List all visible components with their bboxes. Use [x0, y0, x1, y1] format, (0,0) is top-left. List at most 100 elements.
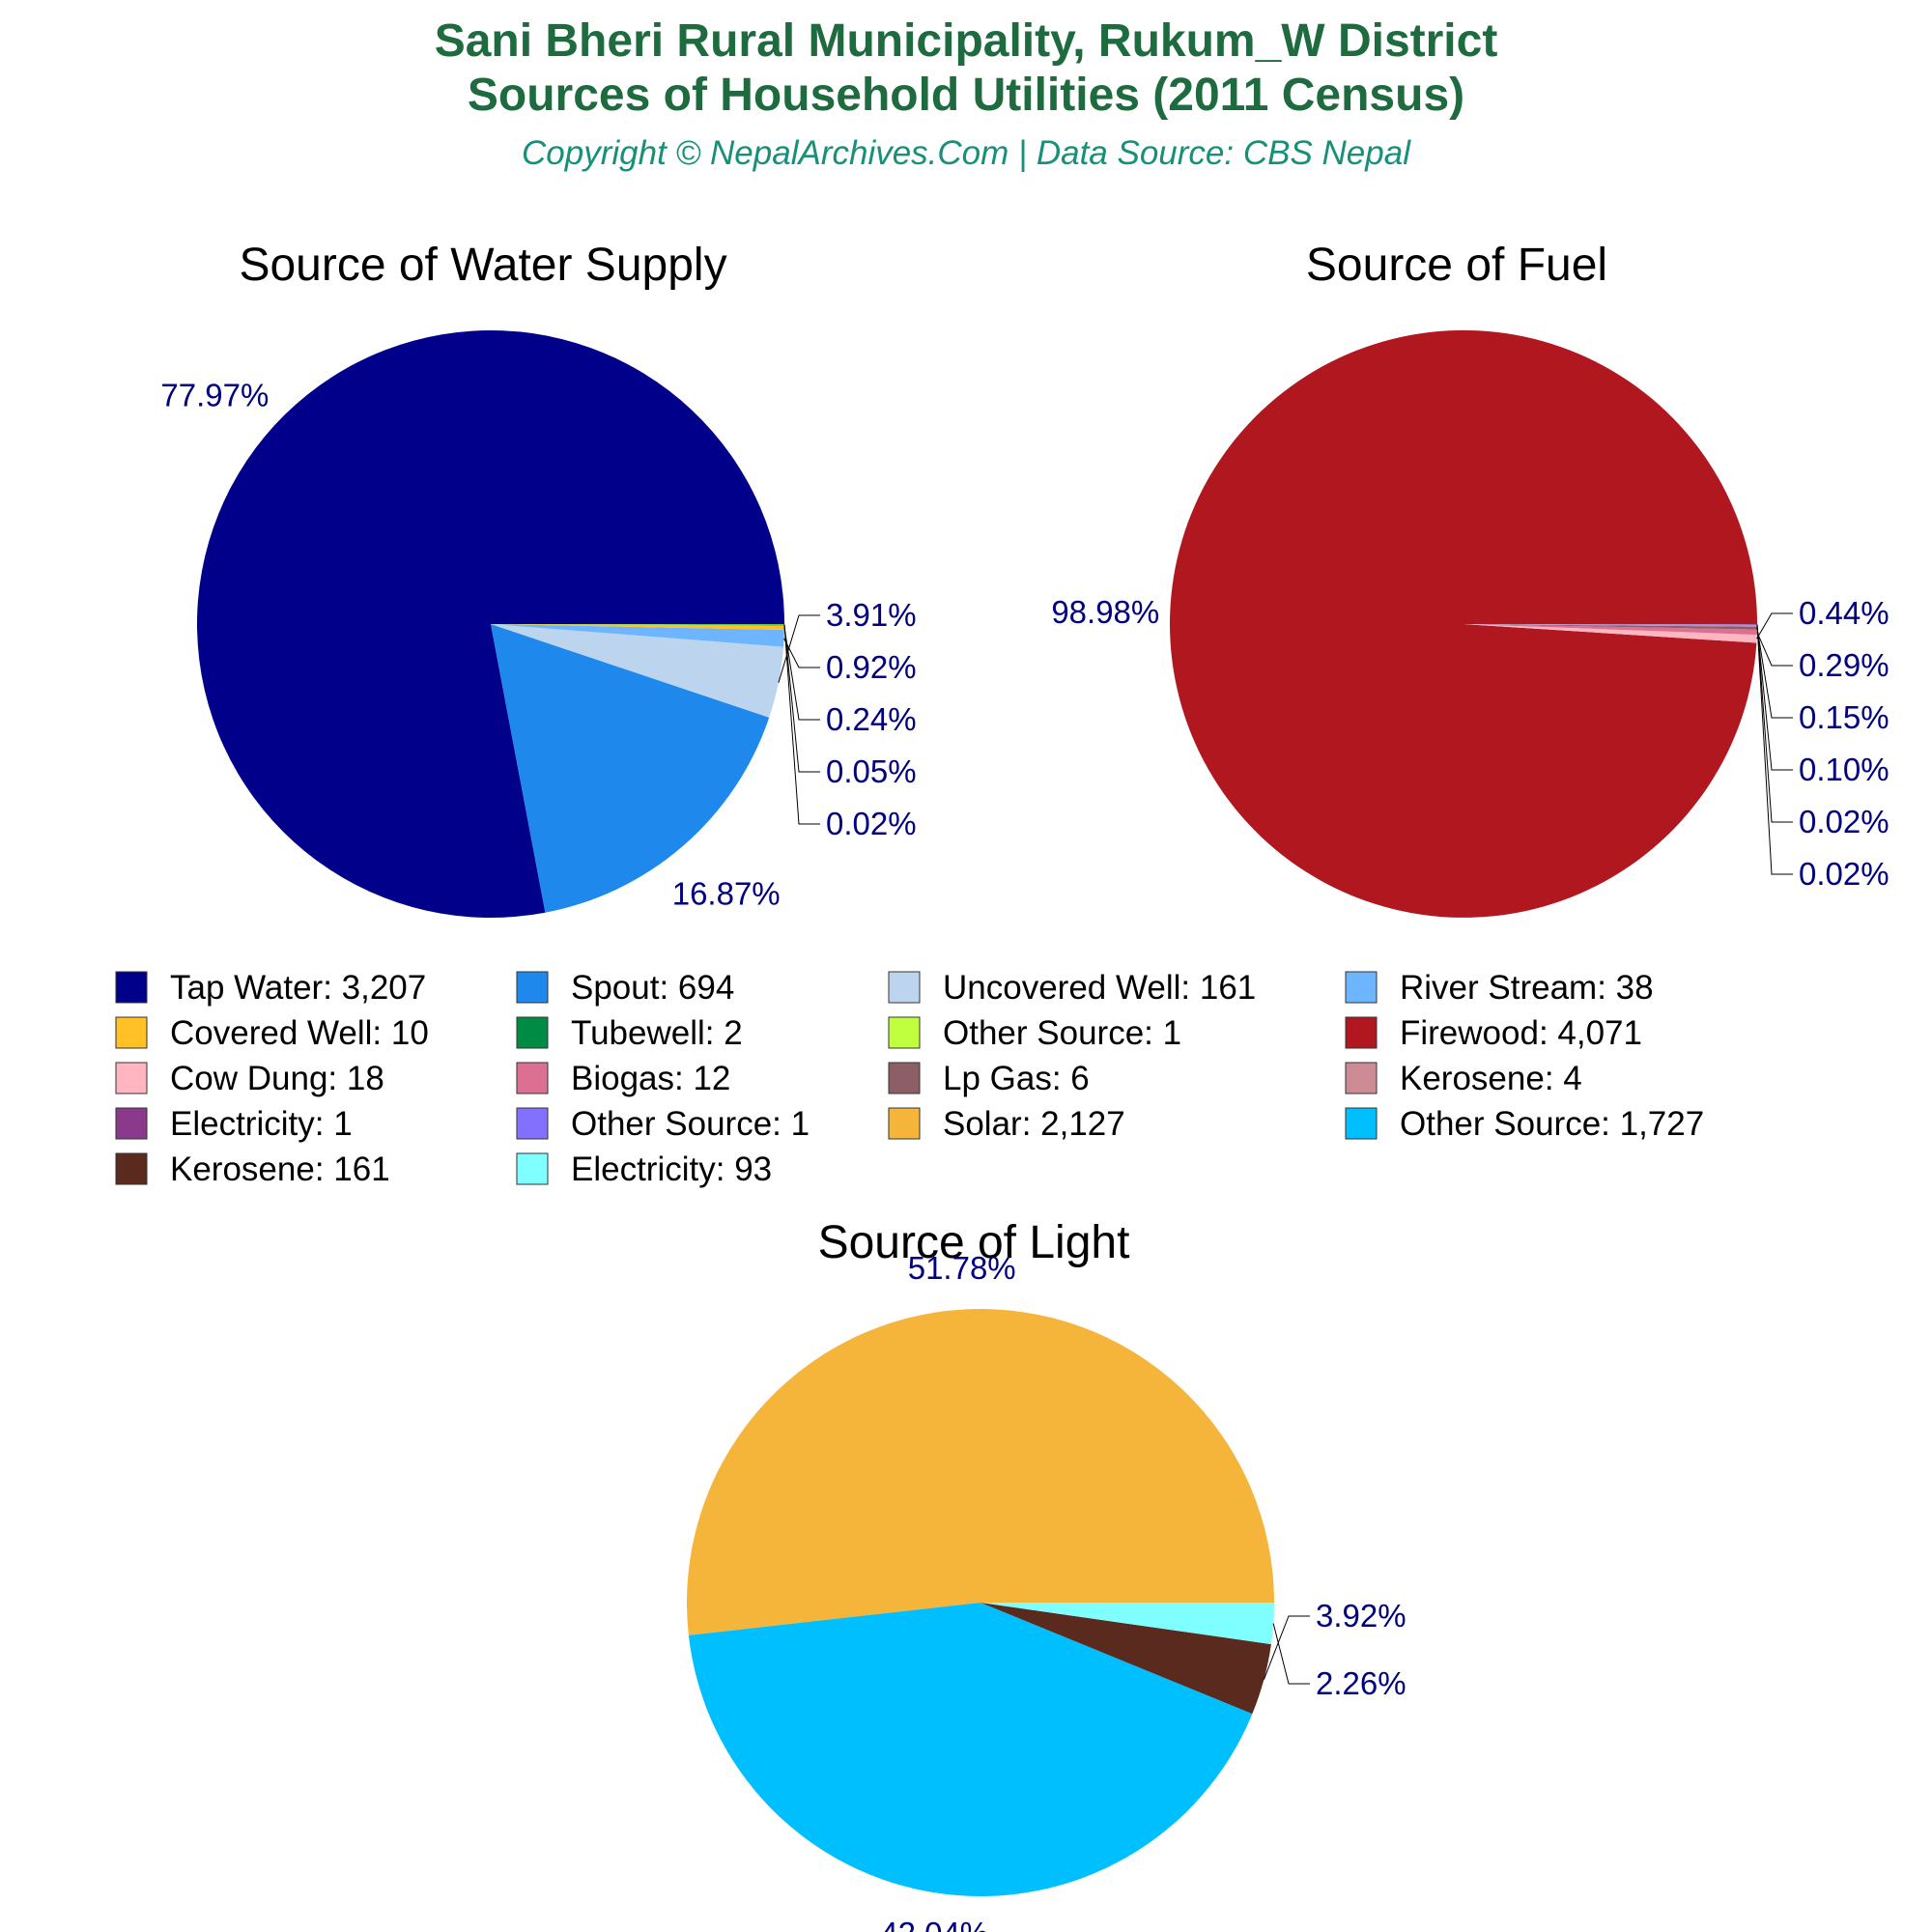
legend-label: Kerosene: 161	[170, 1151, 390, 1188]
source-of-fuel-leader-cow-dung	[1756, 612, 1793, 639]
legend-swatch	[516, 1016, 549, 1049]
source-of-fuel-percent-label-biogas: 0.29%	[1799, 647, 1889, 683]
legend-swatch	[1345, 1107, 1378, 1140]
water-supply-pie: Source of Water Supply 77.97% 16.87% 3.91%…	[160, 240, 917, 918]
legend-label: Uncovered Well: 161	[943, 969, 1256, 1007]
legend-item-kerosene-4: Kerosene: 4	[1345, 1060, 1582, 1097]
legend-label: Electricity: 93	[571, 1151, 772, 1188]
legend-label: Covered Well: 10	[170, 1014, 429, 1052]
source-of-light-percent-label-other-source: 42.04%	[880, 1916, 988, 1932]
fuel-pie: Source of Fuel 98.98% 0.44% 0.29% 0.15% 0.10…	[1051, 240, 1889, 918]
source-of-water-supply-percent-label-other-source: 0.02%	[826, 806, 917, 841]
source-of-light-percent-label-electricity: 2.26%	[1316, 1665, 1406, 1701]
fuel-pie-title: Source of Fuel	[1306, 240, 1607, 291]
fuel-slices	[1169, 329, 1758, 918]
fuel-leader-lines	[1756, 612, 1793, 875]
water-supply-leader-lines	[778, 614, 820, 825]
legend-label: Electricity: 1	[170, 1105, 353, 1143]
water-supply-slices	[197, 329, 785, 918]
source-of-light-slice-other-source	[688, 1603, 1253, 1897]
legend-swatch	[1345, 1016, 1378, 1049]
legend-swatch	[115, 1152, 148, 1185]
legend-label: Solar: 2,127	[943, 1105, 1125, 1143]
legend-swatch	[115, 1107, 148, 1140]
source-of-light-slice-electricity	[980, 1603, 1274, 1645]
source-of-water-supply-slice-covered-well	[491, 624, 784, 631]
source-of-water-supply-percent-label-tap-water: 77.97%	[160, 377, 269, 412]
legend-item-kerosene-161: Kerosene: 161	[115, 1151, 390, 1188]
source-of-water-supply-percent-label-uncovered-well: 3.91%	[826, 597, 917, 633]
source-of-light-percent-label-solar: 51.78%	[908, 1250, 1016, 1286]
light-pie: Source of Light 51.78% 42.04% 3.92% 2.26%	[686, 1217, 1406, 1932]
legend-swatch	[888, 971, 921, 1004]
legend-swatch	[516, 971, 549, 1004]
source-of-water-supply-leader-river-stream	[783, 638, 820, 668]
legend-item-other-source-1-727: Other Source: 1,727	[1345, 1105, 1704, 1143]
legend-item-tubewell-2: Tubewell: 2	[516, 1014, 743, 1052]
source-of-water-supply-slice-spout	[491, 624, 770, 913]
source-of-fuel-leader-biogas	[1756, 632, 1793, 667]
legend-item-solar-2-127: Solar: 2,127	[888, 1105, 1125, 1143]
source-of-water-supply-leader-other-source	[783, 624, 820, 825]
legend-label: Other Source: 1	[943, 1014, 1181, 1052]
legend-label: Firewood: 4,071	[1400, 1014, 1642, 1052]
legend-label: Spout: 694	[571, 969, 734, 1007]
source-of-fuel-percent-label-kerosene: 0.10%	[1799, 752, 1889, 787]
source-of-water-supply-slice-tubewell	[491, 624, 785, 626]
source-of-fuel-slice-biogas	[1463, 624, 1757, 636]
source-of-fuel-slice-firewood	[1169, 329, 1758, 918]
legend-label: Kerosene: 4	[1400, 1060, 1582, 1097]
source-of-fuel-percent-label-cow-dung: 0.44%	[1799, 595, 1889, 631]
legend-swatch	[888, 1107, 921, 1140]
legend-item-cow-dung-18: Cow Dung: 18	[115, 1060, 384, 1097]
legend-swatch	[888, 1062, 921, 1094]
source-of-light-percent-label-kerosene: 3.92%	[1316, 1598, 1406, 1634]
legend-swatch	[1345, 971, 1378, 1004]
legend-swatch	[1345, 1062, 1378, 1094]
chart-title-line1: Sani Bheri Rural Municipality, Rukum_W D…	[435, 15, 1498, 67]
chart-title-line2: Sources of Household Utilities (2011 Cen…	[468, 70, 1464, 121]
chart-legend: Tap Water: 3,207 Spout: 694 Uncovered Well…	[115, 969, 1704, 1188]
legend-swatch	[115, 971, 148, 1004]
legend-swatch	[516, 1107, 549, 1140]
chart-subtitle: Copyright © NepalArchives.Com | Data Sou…	[522, 134, 1411, 172]
source-of-fuel-leader-electricity	[1756, 624, 1793, 823]
legend-swatch	[516, 1062, 549, 1094]
source-of-light-slice-kerosene	[980, 1603, 1271, 1715]
legend-label: Cow Dung: 18	[170, 1060, 384, 1097]
source-of-fuel-slice-cow-dung	[1463, 624, 1757, 643]
legend-item-spout-694: Spout: 694	[516, 969, 734, 1007]
legend-label: Lp Gas: 6	[943, 1060, 1090, 1097]
legend-item-covered-well-10: Covered Well: 10	[115, 1014, 429, 1052]
legend-label: Tubewell: 2	[571, 1014, 743, 1052]
source-of-water-supply-percent-label-covered-well: 0.24%	[826, 701, 917, 737]
source-of-fuel-slice-lp-gas	[1463, 624, 1757, 630]
source-of-fuel-leader-other-source	[1756, 624, 1793, 875]
source-of-water-supply-leader-covered-well	[783, 627, 820, 721]
source-of-water-supply-leader-uncovered-well	[778, 614, 820, 683]
source-of-fuel-slice-electricity	[1463, 624, 1757, 625]
legend-item-other-source-1: Other Source: 1	[888, 1014, 1181, 1052]
legend-item-lp-gas-6: Lp Gas: 6	[888, 1060, 1090, 1097]
legend-swatch	[516, 1152, 549, 1185]
legend-item-uncovered-well-161: Uncovered Well: 161	[888, 969, 1256, 1007]
legend-item-tap-water-3-207: Tap Water: 3,207	[115, 969, 426, 1007]
source-of-light-leader-kerosene	[1263, 1615, 1310, 1680]
legend-item-electricity-1: Electricity: 1	[115, 1105, 353, 1143]
source-of-water-supply-percent-label-river-stream: 0.92%	[826, 649, 917, 685]
source-of-water-supply-leader-tubewell	[783, 624, 820, 773]
fuel-percent-labels: 98.98% 0.44% 0.29% 0.15% 0.10% 0.02% 0.02%	[1051, 594, 1889, 892]
legend-label: Biogas: 12	[571, 1060, 730, 1097]
source-of-water-supply-percent-label-tubewell: 0.05%	[826, 753, 917, 789]
source-of-fuel-percent-label-lp-gas: 0.15%	[1799, 699, 1889, 735]
legend-item-river-stream-38: River Stream: 38	[1345, 969, 1654, 1007]
water-supply-pie-title: Source of Water Supply	[239, 240, 726, 291]
source-of-fuel-slice-kerosene	[1463, 624, 1757, 627]
water-supply-percent-labels: 77.97% 16.87% 3.91% 0.92% 0.24% 0.05% 0.02%	[160, 377, 916, 911]
source-of-fuel-percent-label-other-source: 0.02%	[1799, 856, 1889, 892]
light-percent-labels: 51.78% 42.04% 3.92% 2.26%	[880, 1250, 1406, 1932]
source-of-light-leader-electricity	[1272, 1623, 1310, 1685]
source-of-water-supply-percent-label-spout: 16.87%	[672, 876, 781, 912]
chart-header: Sani Bheri Rural Municipality, Rukum_W D…	[435, 15, 1498, 172]
source-of-water-supply-slice-uncovered-well	[491, 624, 784, 718]
